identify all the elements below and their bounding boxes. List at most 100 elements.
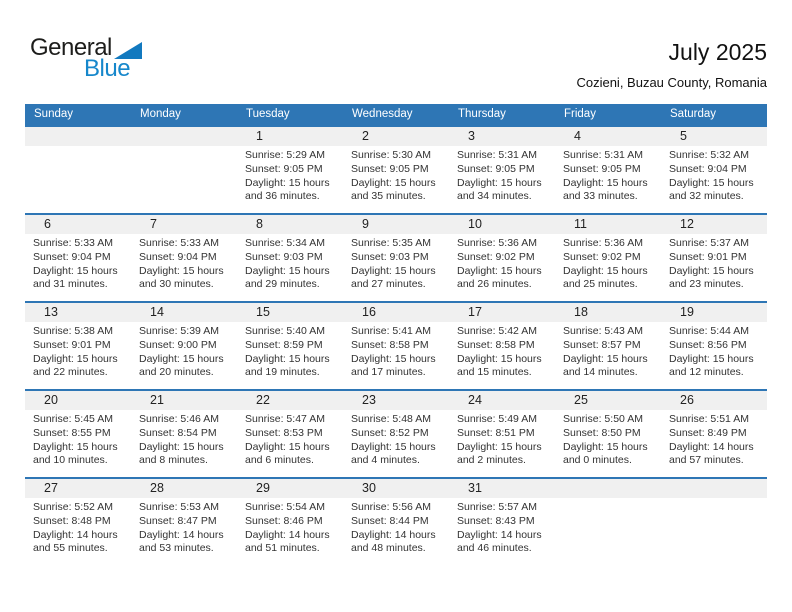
day-number: 6 [25,215,131,234]
day-number: 23 [343,391,449,410]
sunset-text: Sunset: 9:05 PM [351,162,429,175]
daylight-text: Daylight: 15 hours and 14 minutes. [563,352,648,379]
day-cell-4: 4 Sunrise: 5:31 AM Sunset: 9:05 PM Daylight… [555,126,661,214]
day-cell-12: 12 Sunrise: 5:37 AM Sunset: 9:01 PM Dayligh… [661,214,767,302]
sunset-text: Sunset: 8:57 PM [563,338,641,351]
weekday-header-saturday: Saturday [661,104,767,126]
sunset-text: Sunset: 9:05 PM [457,162,535,175]
daylight-text: Daylight: 15 hours and 33 minutes. [563,176,648,203]
calendar-table: Sunday Monday Tuesday Wednesday Thursday Frid… [25,104,767,566]
day-cell-31: 31 Sunrise: 5:57 AM Sunset: 8:43 PM Dayligh… [449,478,555,566]
day-number: 8 [237,215,343,234]
sunrise-text: Sunrise: 5:42 AM [457,325,537,337]
day-cell-8: 8 Sunrise: 5:34 AM Sunset: 9:03 PM Daylight… [237,214,343,302]
sunset-text: Sunset: 8:43 PM [457,514,535,527]
day-cell-25: 25 Sunrise: 5:50 AM Sunset: 8:50 PM Dayligh… [555,390,661,478]
sunset-text: Sunset: 9:03 PM [245,250,323,263]
day-details: Sunrise: 5:41 AM Sunset: 8:58 PM Daylight:… [343,322,449,380]
sunset-text: Sunset: 8:58 PM [351,338,429,351]
daylight-text: Daylight: 15 hours and 27 minutes. [351,264,436,291]
sunset-text: Sunset: 9:03 PM [351,250,429,263]
sunset-text: Sunset: 8:48 PM [33,514,111,527]
day-number: 25 [555,391,661,410]
day-details: Sunrise: 5:52 AM Sunset: 8:48 PM Daylight:… [25,498,131,556]
sunset-text: Sunset: 8:52 PM [351,426,429,439]
daylight-text: Daylight: 15 hours and 4 minutes. [351,440,436,467]
generalblue-logo: General Blue [30,36,142,81]
day-cell-6: 6 Sunrise: 5:33 AM Sunset: 9:04 PM Daylight… [25,214,131,302]
weekday-header-friday: Friday [555,104,661,126]
day-details: Sunrise: 5:50 AM Sunset: 8:50 PM Daylight:… [555,410,661,468]
sunset-text: Sunset: 8:56 PM [669,338,747,351]
day-cell-29: 29 Sunrise: 5:54 AM Sunset: 8:46 PM Dayligh… [237,478,343,566]
sunrise-text: Sunrise: 5:30 AM [351,149,431,161]
weekday-header-wednesday: Wednesday [343,104,449,126]
daylight-text: Daylight: 15 hours and 8 minutes. [139,440,224,467]
sunrise-text: Sunrise: 5:36 AM [563,237,643,249]
sunrise-text: Sunrise: 5:41 AM [351,325,431,337]
sunset-text: Sunset: 8:47 PM [139,514,217,527]
daylight-text: Daylight: 15 hours and 25 minutes. [563,264,648,291]
sunset-text: Sunset: 8:44 PM [351,514,429,527]
logo-triangle-icon [113,42,142,59]
daylight-text: Daylight: 15 hours and 31 minutes. [33,264,118,291]
day-cell-19: 19 Sunrise: 5:44 AM Sunset: 8:56 PM Dayligh… [661,302,767,390]
sunset-text: Sunset: 9:01 PM [33,338,111,351]
day-number: 19 [661,303,767,322]
page-subtitle: Cozieni, Buzau County, Romania [576,75,767,91]
day-details: Sunrise: 5:32 AM Sunset: 9:04 PM Daylight:… [661,146,767,204]
day-number: 27 [25,479,131,498]
sunrise-text: Sunrise: 5:45 AM [33,413,113,425]
week-row-2: 6 Sunrise: 5:33 AM Sunset: 9:04 PM Daylight… [25,214,767,302]
day-details: Sunrise: 5:33 AM Sunset: 9:04 PM Daylight:… [131,234,237,292]
week-row-3: 13 Sunrise: 5:38 AM Sunset: 9:01 PM Dayligh… [25,302,767,390]
day-number [131,127,237,146]
daylight-text: Daylight: 15 hours and 12 minutes. [669,352,754,379]
daylight-text: Daylight: 15 hours and 2 minutes. [457,440,542,467]
day-number: 1 [237,127,343,146]
daylight-text: Daylight: 15 hours and 26 minutes. [457,264,542,291]
sunrise-text: Sunrise: 5:56 AM [351,501,431,513]
day-number: 26 [661,391,767,410]
weekday-header-tuesday: Tuesday [237,104,343,126]
day-cell-20: 20 Sunrise: 5:45 AM Sunset: 8:55 PM Dayligh… [25,390,131,478]
day-cell-21: 21 Sunrise: 5:46 AM Sunset: 8:54 PM Dayligh… [131,390,237,478]
daylight-text: Daylight: 15 hours and 35 minutes. [351,176,436,203]
daylight-text: Daylight: 15 hours and 32 minutes. [669,176,754,203]
daylight-text: Daylight: 14 hours and 53 minutes. [139,528,224,555]
day-number [555,479,661,498]
day-cell-22: 22 Sunrise: 5:47 AM Sunset: 8:53 PM Dayligh… [237,390,343,478]
daylight-text: Daylight: 14 hours and 48 minutes. [351,528,436,555]
day-cell-27: 27 Sunrise: 5:52 AM Sunset: 8:48 PM Dayligh… [25,478,131,566]
day-number: 4 [555,127,661,146]
day-number: 18 [555,303,661,322]
day-details: Sunrise: 5:47 AM Sunset: 8:53 PM Daylight:… [237,410,343,468]
day-number: 5 [661,127,767,146]
sunrise-text: Sunrise: 5:37 AM [669,237,749,249]
day-number: 21 [131,391,237,410]
daylight-text: Daylight: 14 hours and 51 minutes. [245,528,330,555]
day-cell-15: 15 Sunrise: 5:40 AM Sunset: 8:59 PM Dayligh… [237,302,343,390]
day-number: 13 [25,303,131,322]
weekday-header-row: Sunday Monday Tuesday Wednesday Thursday Frid… [25,104,767,126]
daylight-text: Daylight: 15 hours and 20 minutes. [139,352,224,379]
weekday-header-monday: Monday [131,104,237,126]
sunset-text: Sunset: 9:02 PM [457,250,535,263]
day-details: Sunrise: 5:39 AM Sunset: 9:00 PM Daylight:… [131,322,237,380]
day-details: Sunrise: 5:43 AM Sunset: 8:57 PM Daylight:… [555,322,661,380]
day-number: 16 [343,303,449,322]
sunrise-text: Sunrise: 5:44 AM [669,325,749,337]
daylight-text: Daylight: 15 hours and 0 minutes. [563,440,648,467]
day-details: Sunrise: 5:30 AM Sunset: 9:05 PM Daylight:… [343,146,449,204]
sunrise-text: Sunrise: 5:48 AM [351,413,431,425]
day-details: Sunrise: 5:37 AM Sunset: 9:01 PM Daylight:… [661,234,767,292]
title-block: July 2025 Cozieni, Buzau County, Romania [576,39,767,91]
sunset-text: Sunset: 9:02 PM [563,250,641,263]
sunset-text: Sunset: 8:50 PM [563,426,641,439]
daylight-text: Daylight: 15 hours and 10 minutes. [33,440,118,467]
day-number: 31 [449,479,555,498]
day-cell-30: 30 Sunrise: 5:56 AM Sunset: 8:44 PM Dayligh… [343,478,449,566]
sunrise-text: Sunrise: 5:49 AM [457,413,537,425]
day-cell-3: 3 Sunrise: 5:31 AM Sunset: 9:05 PM Daylight… [449,126,555,214]
day-details: Sunrise: 5:51 AM Sunset: 8:49 PM Daylight:… [661,410,767,468]
